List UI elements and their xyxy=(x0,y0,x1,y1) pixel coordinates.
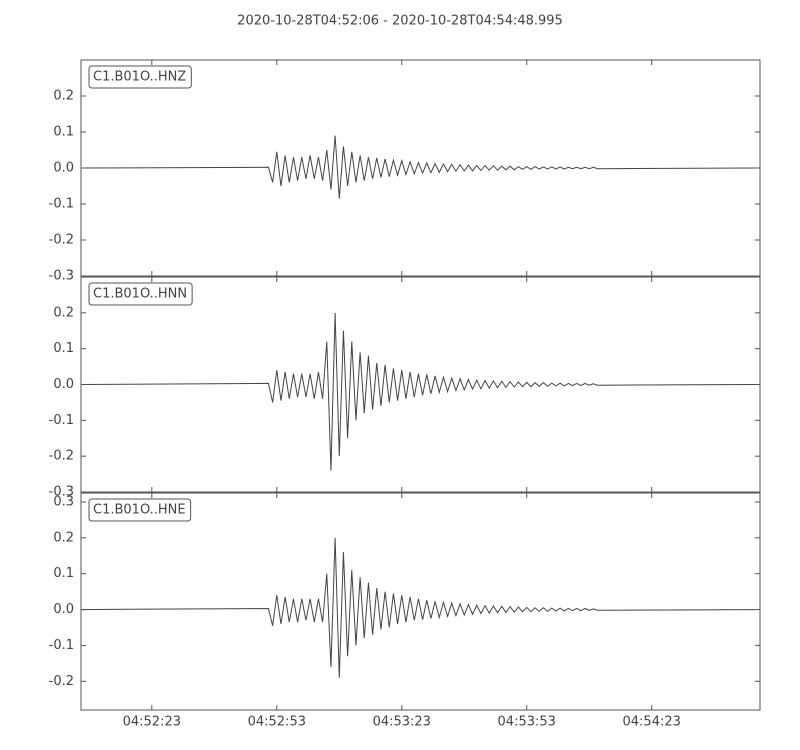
waveform xyxy=(81,312,756,471)
y-tick-label: 0.1 xyxy=(53,125,74,140)
y-tick-label: 0.1 xyxy=(53,341,74,356)
x-tick-label: 04:53:23 xyxy=(373,715,431,730)
trace-label: C1.B01O..HNN xyxy=(93,287,187,302)
y-tick-label: 0.0 xyxy=(53,377,74,392)
y-tick-label: 0.0 xyxy=(53,602,74,617)
x-tick-label: 04:54:23 xyxy=(623,715,681,730)
y-tick-label: -0.2 xyxy=(49,674,74,689)
trace-label-box xyxy=(88,65,192,89)
x-tick-label: 04:52:53 xyxy=(248,715,306,730)
y-tick-label: -0.1 xyxy=(49,638,74,653)
y-tick-label: 0.1 xyxy=(53,566,74,581)
trace-label-box xyxy=(88,498,192,522)
y-tick-label: 0.2 xyxy=(53,305,74,320)
trace-label: C1.B01O..HNE xyxy=(93,503,186,518)
y-tick-label: 0.2 xyxy=(53,530,74,545)
y-tick-label: -0.3 xyxy=(49,269,74,284)
figure-title: 2020-10-28T04:52:06 - 2020-10-28T04:54:4… xyxy=(237,14,563,29)
waveform xyxy=(81,135,756,199)
y-tick-label: -0.3 xyxy=(49,485,74,500)
axes-frame xyxy=(80,59,761,277)
y-tick-label: 0.0 xyxy=(53,161,74,176)
y-tick-label: -0.1 xyxy=(49,197,74,212)
y-tick-label: 0.3 xyxy=(53,494,74,509)
y-tick-label: -0.2 xyxy=(49,449,74,464)
axes-frame xyxy=(80,492,761,711)
trace-label-box xyxy=(88,282,193,306)
y-tick-label: -0.1 xyxy=(49,413,74,428)
y-tick-label: 0.2 xyxy=(53,89,74,104)
y-tick-label: -0.2 xyxy=(49,233,74,248)
x-tick-label: 04:53:53 xyxy=(498,715,556,730)
trace-label: C1.B01O..HNZ xyxy=(93,70,186,85)
waveform xyxy=(81,537,756,678)
axes-frame xyxy=(80,276,761,493)
x-tick-label: 04:52:23 xyxy=(123,715,181,730)
